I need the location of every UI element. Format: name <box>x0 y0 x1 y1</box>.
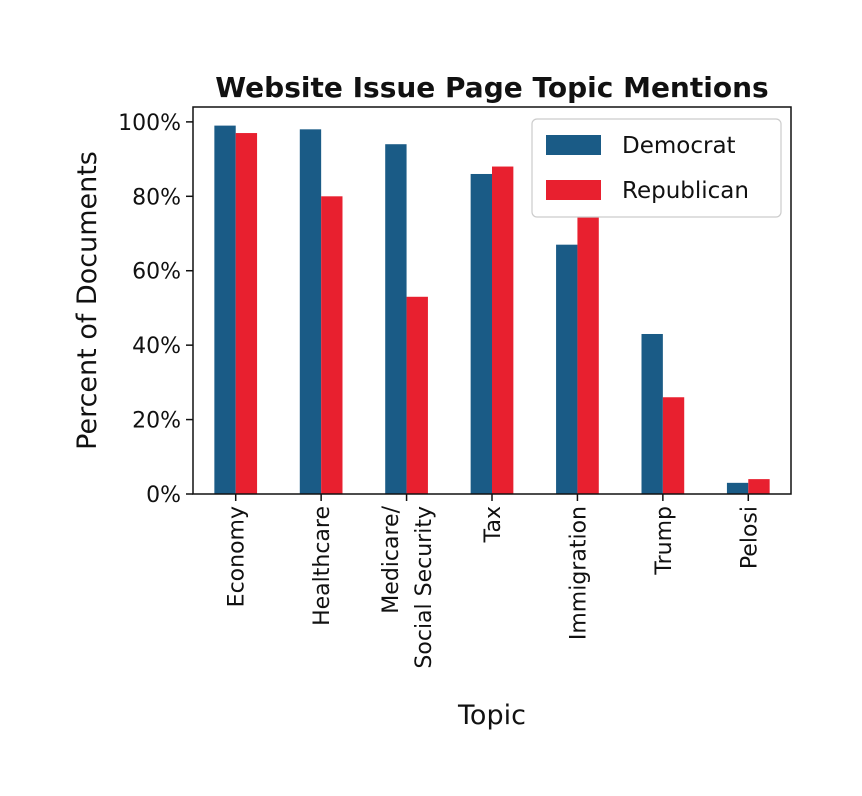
x-tick-label: Pelosi <box>737 506 762 569</box>
bar-republican-tax <box>492 166 514 495</box>
bar-democrat-immigration <box>556 244 578 494</box>
bar-republican-trump <box>662 397 685 494</box>
legend: Democrat Republican <box>531 118 782 218</box>
y-tick-label: 100% <box>118 111 181 136</box>
bar-democrat-pelosi <box>726 482 749 494</box>
y-tick-label: 60% <box>132 260 181 285</box>
x-axis: Economy Healthcare Medicare/Social Securit… <box>225 494 762 669</box>
legend-label-republican: Republican <box>622 178 749 204</box>
y-axis-label: Percent of Documents <box>72 151 103 450</box>
x-tick-label: Tax <box>481 506 506 543</box>
bar-republican-medicare-social-security <box>406 296 428 494</box>
bar-republican-immigration <box>577 203 599 494</box>
bar-republican-economy <box>235 133 258 495</box>
legend-swatch-democrat <box>546 135 601 155</box>
bars-layer <box>214 125 770 495</box>
y-tick-label: 80% <box>132 185 181 210</box>
x-tick-label: Medicare/ <box>379 505 404 613</box>
legend-swatch-republican <box>546 180 601 200</box>
y-tick-label: 20% <box>132 409 181 434</box>
bar-democrat-trump <box>641 333 663 494</box>
bar-democrat-economy <box>214 125 236 495</box>
x-tick-label: Healthcare <box>310 506 335 626</box>
y-axis: 0% 20% 40% 60% 80% 100% <box>118 111 193 508</box>
x-tick-label: Immigration <box>566 506 591 640</box>
legend-label-democrat: Democrat <box>622 133 736 159</box>
bar-democrat-tax <box>470 173 492 495</box>
x-tick-label: Social Security <box>412 506 437 669</box>
bar-republican-healthcare <box>321 196 343 494</box>
chart-title: Website Issue Page Topic Mentions <box>215 71 768 104</box>
y-tick-label: 0% <box>146 483 181 508</box>
bar-democrat-healthcare <box>299 129 322 494</box>
x-tick-label: Economy <box>225 506 250 607</box>
x-tick-label: Trump <box>652 506 677 576</box>
bar-republican-pelosi <box>748 479 770 494</box>
bar-democrat-medicare-social-security <box>385 144 407 494</box>
y-tick-label: 40% <box>132 334 181 359</box>
x-axis-label: Topic <box>457 700 526 731</box>
